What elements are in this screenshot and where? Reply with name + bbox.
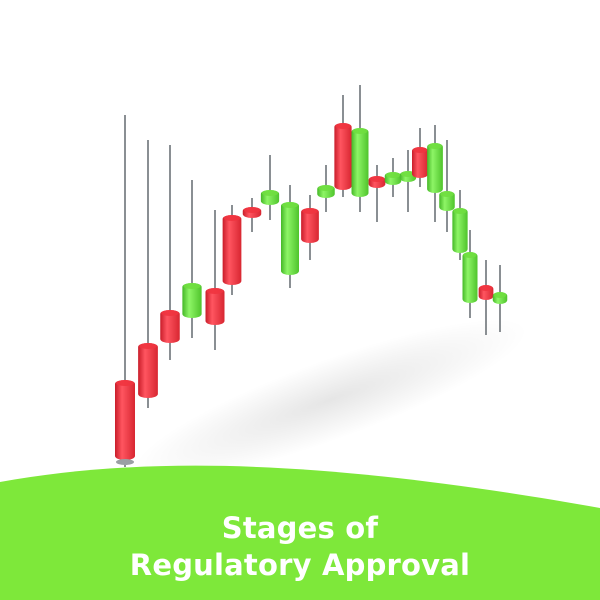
candle-cap: [206, 288, 224, 294]
candle-4: [182, 180, 202, 338]
candle-14: [368, 165, 386, 222]
candle-cap: [282, 202, 298, 208]
candle-13: [351, 85, 369, 212]
title-line-2: Regulatory Approval: [129, 548, 471, 582]
candle-6: [222, 205, 242, 295]
candle-body: [427, 143, 443, 193]
candle-cap: [161, 310, 179, 316]
candle-cap: [139, 343, 157, 349]
candle-11: [317, 165, 335, 212]
green-banner: [0, 465, 600, 600]
candle-base: [116, 459, 134, 465]
candle-body: [138, 343, 158, 398]
candle-body: [334, 123, 352, 190]
candle-15: [384, 158, 402, 197]
candle-cap: [369, 176, 385, 182]
candle-body: [115, 380, 135, 460]
candle-16: [399, 150, 417, 212]
candle-cap: [302, 208, 318, 214]
candle-3: [160, 145, 180, 360]
candle-cap: [479, 285, 493, 291]
candle-8: [260, 155, 280, 220]
candle-9: [281, 185, 299, 288]
candle-cap: [440, 191, 454, 197]
candle-cap: [453, 208, 467, 214]
candle-cap: [116, 380, 134, 386]
candle-cap: [352, 128, 368, 134]
candle-cap: [183, 283, 201, 289]
candle-body: [222, 215, 242, 285]
candle-group: [115, 85, 508, 467]
candle-1: [115, 115, 135, 467]
candle-21: [462, 230, 478, 318]
candle-cap: [261, 190, 279, 196]
candle-body: [205, 288, 225, 325]
candle-body: [412, 147, 428, 178]
candle-20: [452, 190, 468, 260]
candle-12: [334, 95, 352, 197]
candle-17: [412, 128, 428, 187]
candle-22: [478, 260, 494, 335]
candle-cap: [385, 172, 401, 178]
title-line-1: Stages of: [221, 511, 379, 545]
candle-cap: [318, 185, 334, 191]
candle-5: [205, 210, 225, 350]
candle-18: [427, 125, 443, 222]
candle-body: [351, 128, 369, 197]
candle-cap: [493, 292, 507, 298]
candle-cap: [428, 143, 442, 149]
candle-cap: [400, 171, 416, 177]
candle-body: [301, 208, 319, 243]
candle-body: [452, 208, 468, 253]
candle-cap: [243, 207, 261, 213]
candle-cap: [223, 215, 241, 221]
candle-cap: [335, 123, 351, 129]
candle-body: [462, 252, 478, 303]
candle-23: [492, 265, 508, 332]
candle-10: [301, 195, 319, 260]
candle-body: [281, 202, 299, 275]
ground-shadow: [132, 318, 528, 482]
banner-title: Stages of Regulatory Approval: [0, 510, 600, 584]
candle-cap: [413, 147, 427, 153]
candle-2: [138, 140, 158, 408]
candle-body: [182, 283, 202, 318]
candle-19: [439, 140, 455, 232]
candle-cap: [463, 252, 477, 258]
candle-body: [160, 310, 180, 343]
candle-7: [242, 198, 262, 232]
